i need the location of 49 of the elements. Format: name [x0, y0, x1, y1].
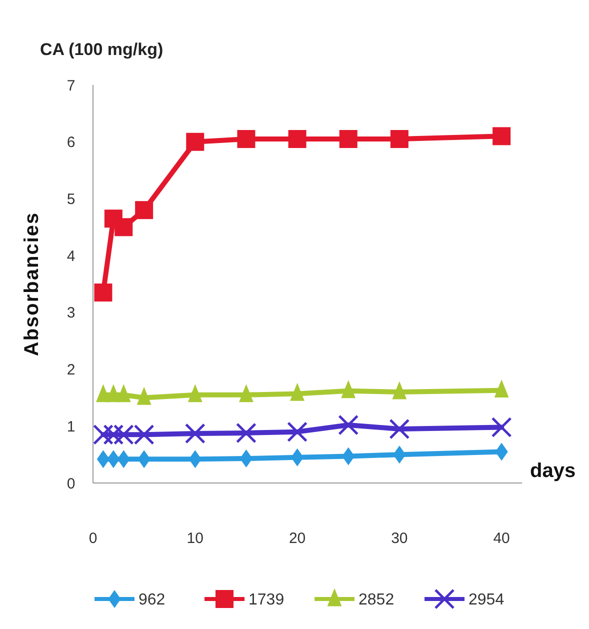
point: [135, 201, 154, 220]
point: [389, 418, 410, 440]
point: [103, 424, 124, 445]
y-tick-label: 1: [66, 418, 76, 436]
legend-label: 2852: [358, 592, 394, 609]
point: [492, 127, 511, 146]
point: [495, 442, 508, 461]
x-axis-title: days: [530, 460, 576, 482]
point: [491, 417, 512, 438]
legend-label: 962: [138, 592, 166, 609]
x-tick-label: 0: [88, 530, 98, 547]
y-tick-label: 2: [66, 362, 76, 379]
legend-label: 1739: [248, 592, 284, 609]
point: [236, 422, 256, 444]
point: [237, 130, 256, 148]
chart-title: CA (100 mg/kg): [40, 40, 164, 59]
point: [339, 130, 358, 148]
point: [338, 414, 359, 436]
legend-label: 2954: [468, 592, 504, 609]
y-tick-label: 3: [66, 304, 76, 322]
point: [92, 424, 114, 445]
point: [287, 422, 308, 442]
point: [342, 447, 355, 466]
point: [184, 423, 206, 444]
x-tick-label: 10: [186, 530, 204, 547]
point: [134, 424, 154, 445]
point: [390, 130, 408, 148]
point: [288, 130, 306, 148]
point: [290, 448, 304, 466]
point: [94, 284, 112, 302]
y-tick-label: 7: [66, 77, 76, 94]
point: [393, 446, 406, 464]
y-axis-title: Absorbancies: [21, 212, 43, 356]
point: [96, 450, 110, 468]
point: [240, 450, 253, 468]
point: [188, 450, 202, 468]
x-tick-label: 40: [493, 530, 510, 547]
y-tick-label: 5: [66, 190, 76, 208]
point: [113, 424, 134, 445]
point: [138, 450, 150, 468]
point: [117, 450, 130, 468]
point: [114, 218, 133, 236]
x-tick-label: 20: [288, 530, 306, 547]
y-tick-label: 0: [66, 475, 76, 492]
y-tick-label: 6: [66, 134, 76, 152]
y-tick-label: 4: [66, 248, 76, 265]
point: [186, 132, 204, 151]
point: [107, 450, 120, 468]
x-tick-label: 30: [391, 530, 408, 547]
